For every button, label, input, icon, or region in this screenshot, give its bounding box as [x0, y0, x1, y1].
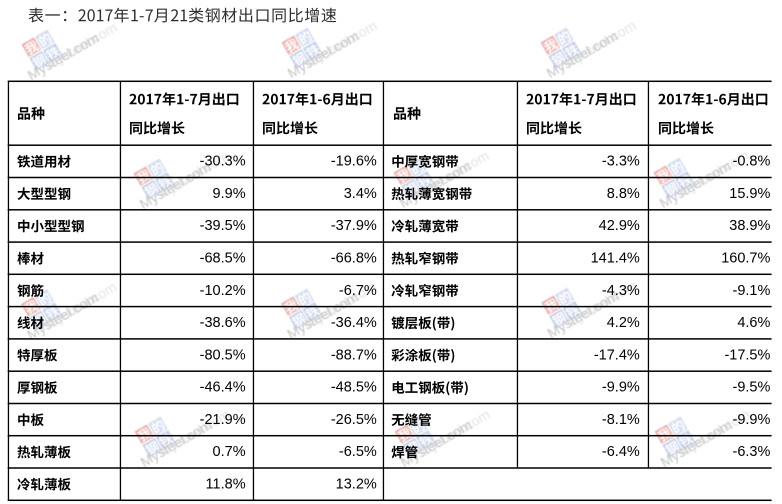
svg-text:160.7%: 160.7%: [721, 251, 770, 267]
svg-text:-9.9%: -9.9%: [733, 412, 771, 428]
svg-text:-30.3%: -30.3%: [200, 154, 246, 170]
svg-text:9.9%: 9.9%: [213, 186, 246, 202]
svg-text:13.2%: 13.2%: [336, 476, 377, 492]
svg-text:-48.5%: -48.5%: [331, 380, 377, 396]
svg-text:11.8%: 11.8%: [206, 476, 246, 492]
svg-text:-46.4%: -46.4%: [200, 380, 246, 396]
svg-text:-0.8%: -0.8%: [733, 154, 771, 170]
svg-text:-38.6%: -38.6%: [200, 315, 246, 331]
svg-text:-88.7%: -88.7%: [331, 347, 377, 363]
svg-text:38.9%: 38.9%: [729, 218, 770, 234]
svg-text:-9.9%: -9.9%: [602, 380, 640, 396]
svg-text:-6.3%: -6.3%: [733, 444, 771, 460]
svg-text:-17.4%: -17.4%: [594, 347, 640, 363]
svg-text:4.2%: 4.2%: [607, 315, 640, 331]
svg-text:-36.4%: -36.4%: [331, 315, 377, 331]
svg-text:-6.7%: -6.7%: [339, 283, 377, 299]
svg-text:141.4%: 141.4%: [591, 251, 640, 267]
svg-text:-6.5%: -6.5%: [339, 444, 377, 460]
svg-text:-9.5%: -9.5%: [733, 380, 771, 396]
svg-text:-39.5%: -39.5%: [200, 218, 246, 234]
svg-text:-37.9%: -37.9%: [331, 218, 377, 234]
svg-text:42.9%: 42.9%: [599, 218, 640, 234]
svg-text:-26.5%: -26.5%: [331, 412, 377, 428]
svg-text:0.7%: 0.7%: [213, 444, 246, 460]
svg-text:-4.3%: -4.3%: [602, 283, 640, 299]
svg-text:-10.2%: -10.2%: [200, 283, 246, 299]
svg-text:8.8%: 8.8%: [607, 186, 640, 202]
svg-text:-68.5%: -68.5%: [200, 251, 246, 267]
svg-text:-6.4%: -6.4%: [602, 444, 640, 460]
svg-text:-19.6%: -19.6%: [331, 154, 377, 170]
svg-text:3.4%: 3.4%: [344, 186, 377, 202]
svg-text:-3.3%: -3.3%: [602, 154, 640, 170]
svg-text:-80.5%: -80.5%: [200, 347, 246, 363]
svg-text:-21.9%: -21.9%: [200, 412, 246, 428]
svg-text:-17.5%: -17.5%: [724, 347, 770, 363]
svg-text:-66.8%: -66.8%: [331, 251, 377, 267]
svg-text:4.6%: 4.6%: [737, 315, 770, 331]
svg-text:15.9%: 15.9%: [729, 186, 770, 202]
svg-text:-8.1%: -8.1%: [602, 412, 640, 428]
svg-text:-9.1%: -9.1%: [733, 283, 771, 299]
